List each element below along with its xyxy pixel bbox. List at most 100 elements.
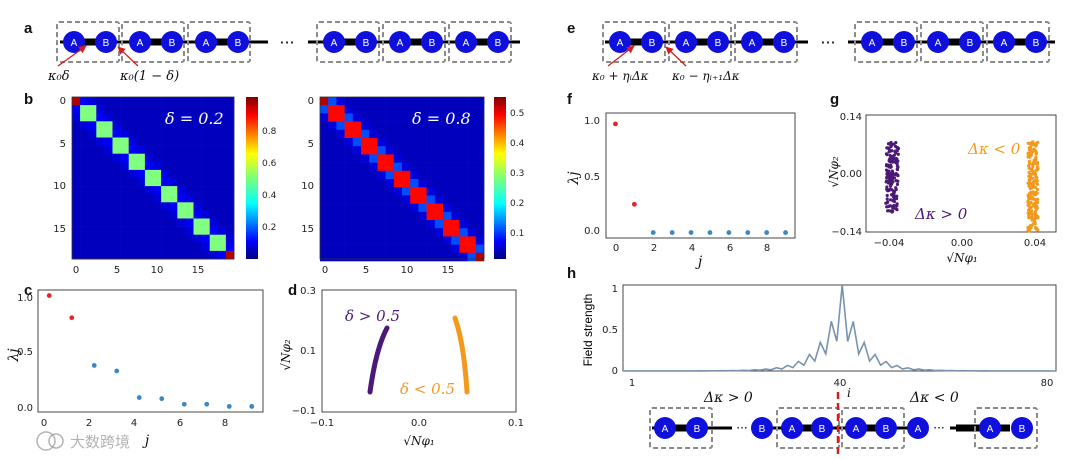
heatmap-cell [328, 203, 337, 213]
heatmap-cell [136, 129, 146, 138]
heatmap-cell [418, 97, 427, 106]
heatmap-cell [369, 162, 378, 172]
heatmap-cell [418, 170, 427, 180]
heatmap-cell [328, 179, 337, 188]
heatmap-cell [169, 178, 178, 187]
y-tick: 0.5 [17, 347, 33, 358]
heatmap-cell [443, 162, 452, 172]
heatmap-cell [169, 194, 178, 203]
heatmap-cell [88, 129, 97, 138]
heatmap-cell [161, 226, 170, 235]
heatmap-cell [104, 121, 113, 130]
heatmap-cell [185, 218, 194, 227]
heatmap-cell [393, 113, 403, 122]
heatmap-cell [369, 179, 378, 188]
heatmap-cell [112, 242, 121, 252]
heatmap-cell [161, 234, 170, 244]
site-label-a: A [935, 38, 942, 49]
y-tick: 0.0 [584, 226, 600, 237]
heatmap-cell [320, 195, 329, 204]
heatmap-cell [361, 228, 370, 237]
cluster-point [894, 172, 899, 176]
heatmap-cell [193, 121, 202, 130]
heatmap-cell [201, 178, 210, 187]
heatmap-cell [136, 242, 146, 252]
heatmap-cell [410, 146, 419, 155]
heatmap-cell [169, 169, 178, 179]
site-label-b: B [883, 424, 890, 435]
heatmap-cell [344, 146, 354, 155]
heatmap-cell [88, 234, 97, 244]
heatmap-cell [467, 195, 477, 204]
heatmap-cell [96, 137, 105, 146]
heatmap-cell [120, 113, 129, 122]
site-label-a: A [869, 38, 876, 49]
x-tick: 0.04 [1024, 238, 1046, 249]
site-label-b: B [235, 38, 242, 49]
heatmap-cell [144, 129, 154, 138]
heatmap-cell [443, 252, 452, 262]
heatmap-cell [72, 242, 81, 252]
heatmap-cell [459, 252, 468, 262]
heatmap-cell [467, 113, 477, 122]
heatmap-cell [336, 244, 345, 254]
heatmap-cell [459, 179, 468, 188]
heatmap-cell [434, 113, 444, 122]
watermark-text: 大数跨境 [70, 433, 130, 451]
heatmap-cell [467, 203, 477, 213]
heatmap-cell [209, 161, 219, 171]
heatmap-cell [112, 194, 121, 203]
heatmap-cell [177, 169, 186, 179]
site-label-a: A [683, 38, 690, 49]
y-tick: 5 [308, 139, 314, 150]
x-tick: 5 [114, 265, 120, 276]
heatmap-cell [144, 186, 154, 195]
chain-ellipsis: ··· [933, 421, 944, 435]
data-point [669, 230, 675, 235]
heatmap-cell [385, 129, 395, 139]
heatmap-cell [185, 105, 194, 114]
heatmap-cell [209, 129, 219, 138]
heatmap-cell [418, 236, 427, 245]
heatmap-cell [136, 186, 146, 195]
heatmap-cell [72, 250, 81, 260]
heatmap-cell [402, 228, 411, 237]
heatmap-cell [153, 153, 162, 163]
heatmap-cell [144, 105, 154, 114]
heatmap-cell [451, 220, 460, 229]
heatmap-cell [201, 218, 210, 227]
heatmap-cell [144, 169, 154, 179]
heatmap-cell [320, 146, 329, 155]
heatmap-cell [104, 113, 113, 122]
heatmap-cell [201, 121, 210, 130]
heatmap-cell [201, 105, 210, 114]
heatmap-cell [185, 250, 194, 260]
heatmap-cell [177, 250, 186, 260]
heatmap-cell [120, 121, 129, 130]
heatmap-cell [169, 113, 178, 122]
chain-ellipsis: ··· [736, 421, 747, 435]
heatmap-cell [193, 129, 202, 138]
heatmap-cell [451, 105, 460, 114]
heatmap-cell [344, 187, 354, 196]
heatmap-cell [344, 203, 354, 213]
heatmap-cell [459, 195, 468, 204]
heatmap-cell [369, 113, 378, 122]
site-label-b: B [363, 38, 370, 49]
cluster-point [885, 193, 889, 198]
heatmap-cell [177, 186, 186, 195]
heatmap-cell [459, 97, 468, 106]
heatmap-cell [177, 210, 186, 219]
heatmap-cell [128, 250, 138, 260]
heatmap-cell [161, 202, 170, 211]
heatmap-cell [88, 105, 97, 114]
heatmap-cell [443, 138, 452, 147]
heatmap-cell [434, 211, 444, 221]
heatmap-cell [169, 234, 178, 244]
x-tick: 15 [442, 265, 455, 276]
heatmap-cell [136, 153, 146, 163]
cluster-point [885, 185, 889, 189]
heatmap-cell [443, 154, 452, 163]
heatmap-cell [402, 154, 411, 163]
cluster-point [1028, 191, 1032, 195]
